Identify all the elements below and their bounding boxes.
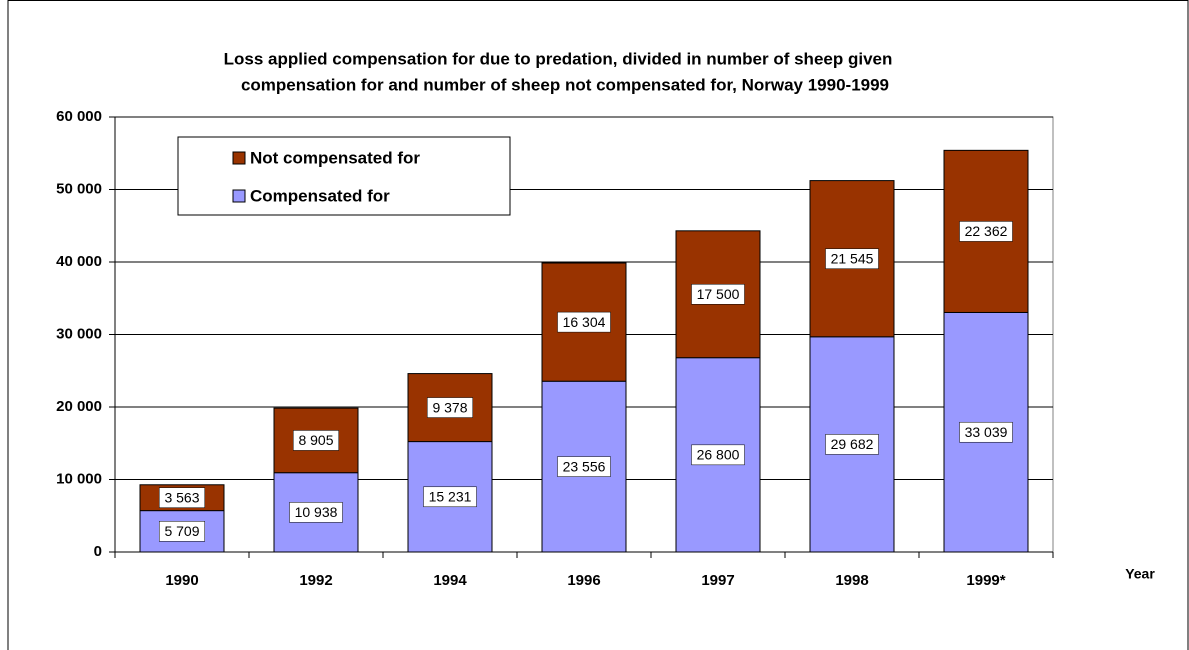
bar-segment [273,407,359,474]
value-label: 29 682 [831,436,874,452]
value-label-box [959,421,1013,443]
y-tick-label: 60 000 [56,108,102,125]
value-label: 3 563 [164,489,199,505]
value-label-box [293,430,339,451]
y-tick-label: 10 000 [56,470,102,487]
value-label: 16 304 [563,314,606,330]
value-label: 15 231 [429,488,472,504]
chart-title: compensation for and number of sheep not… [241,75,889,94]
x-tick-label: 1998 [835,572,868,589]
legend-label: Not compensated for [250,148,420,167]
value-label: 22 362 [965,223,1008,239]
x-axis-label: Year [1125,566,1155,582]
value-label-box [289,502,343,523]
y-tick-label: 0 [94,543,102,560]
value-label: 9 378 [432,399,467,415]
value-label-box [159,521,205,542]
value-label-box [423,486,477,508]
value-label: 5 709 [164,523,199,539]
x-tick-label: 1994 [433,572,467,589]
legend-swatch [232,151,246,165]
value-label-box [557,456,611,477]
x-tick-label: 1999* [966,572,1005,589]
value-label-box [825,248,879,269]
value-label-box [427,397,473,418]
legend-swatch [232,189,246,203]
value-label: 21 545 [831,250,874,266]
y-tick-label: 30 000 [56,325,102,342]
value-label-box [959,221,1013,242]
value-label: 10 938 [295,504,338,520]
legend-label: Compensated for [250,186,390,205]
value-label: 8 905 [298,432,333,448]
x-tick-label: 1996 [567,572,600,589]
value-label: 23 556 [563,458,606,474]
y-tick-label: 40 000 [56,253,102,270]
value-label: 26 800 [697,447,740,463]
y-tick-label: 20 000 [56,398,102,415]
value-label-box [557,311,611,333]
value-label-box [691,444,745,466]
x-tick-label: 1997 [701,572,734,589]
x-tick-label: 1990 [165,572,198,589]
value-label-box [825,434,879,455]
y-tick-label: 50 000 [56,180,102,197]
x-tick-label: 1992 [299,572,332,589]
chart-title: Loss applied compensation for due to pre… [224,49,893,68]
value-label: 33 039 [965,424,1008,440]
value-label-box [691,284,745,305]
value-label-box [159,487,205,508]
value-label: 17 500 [697,286,740,302]
